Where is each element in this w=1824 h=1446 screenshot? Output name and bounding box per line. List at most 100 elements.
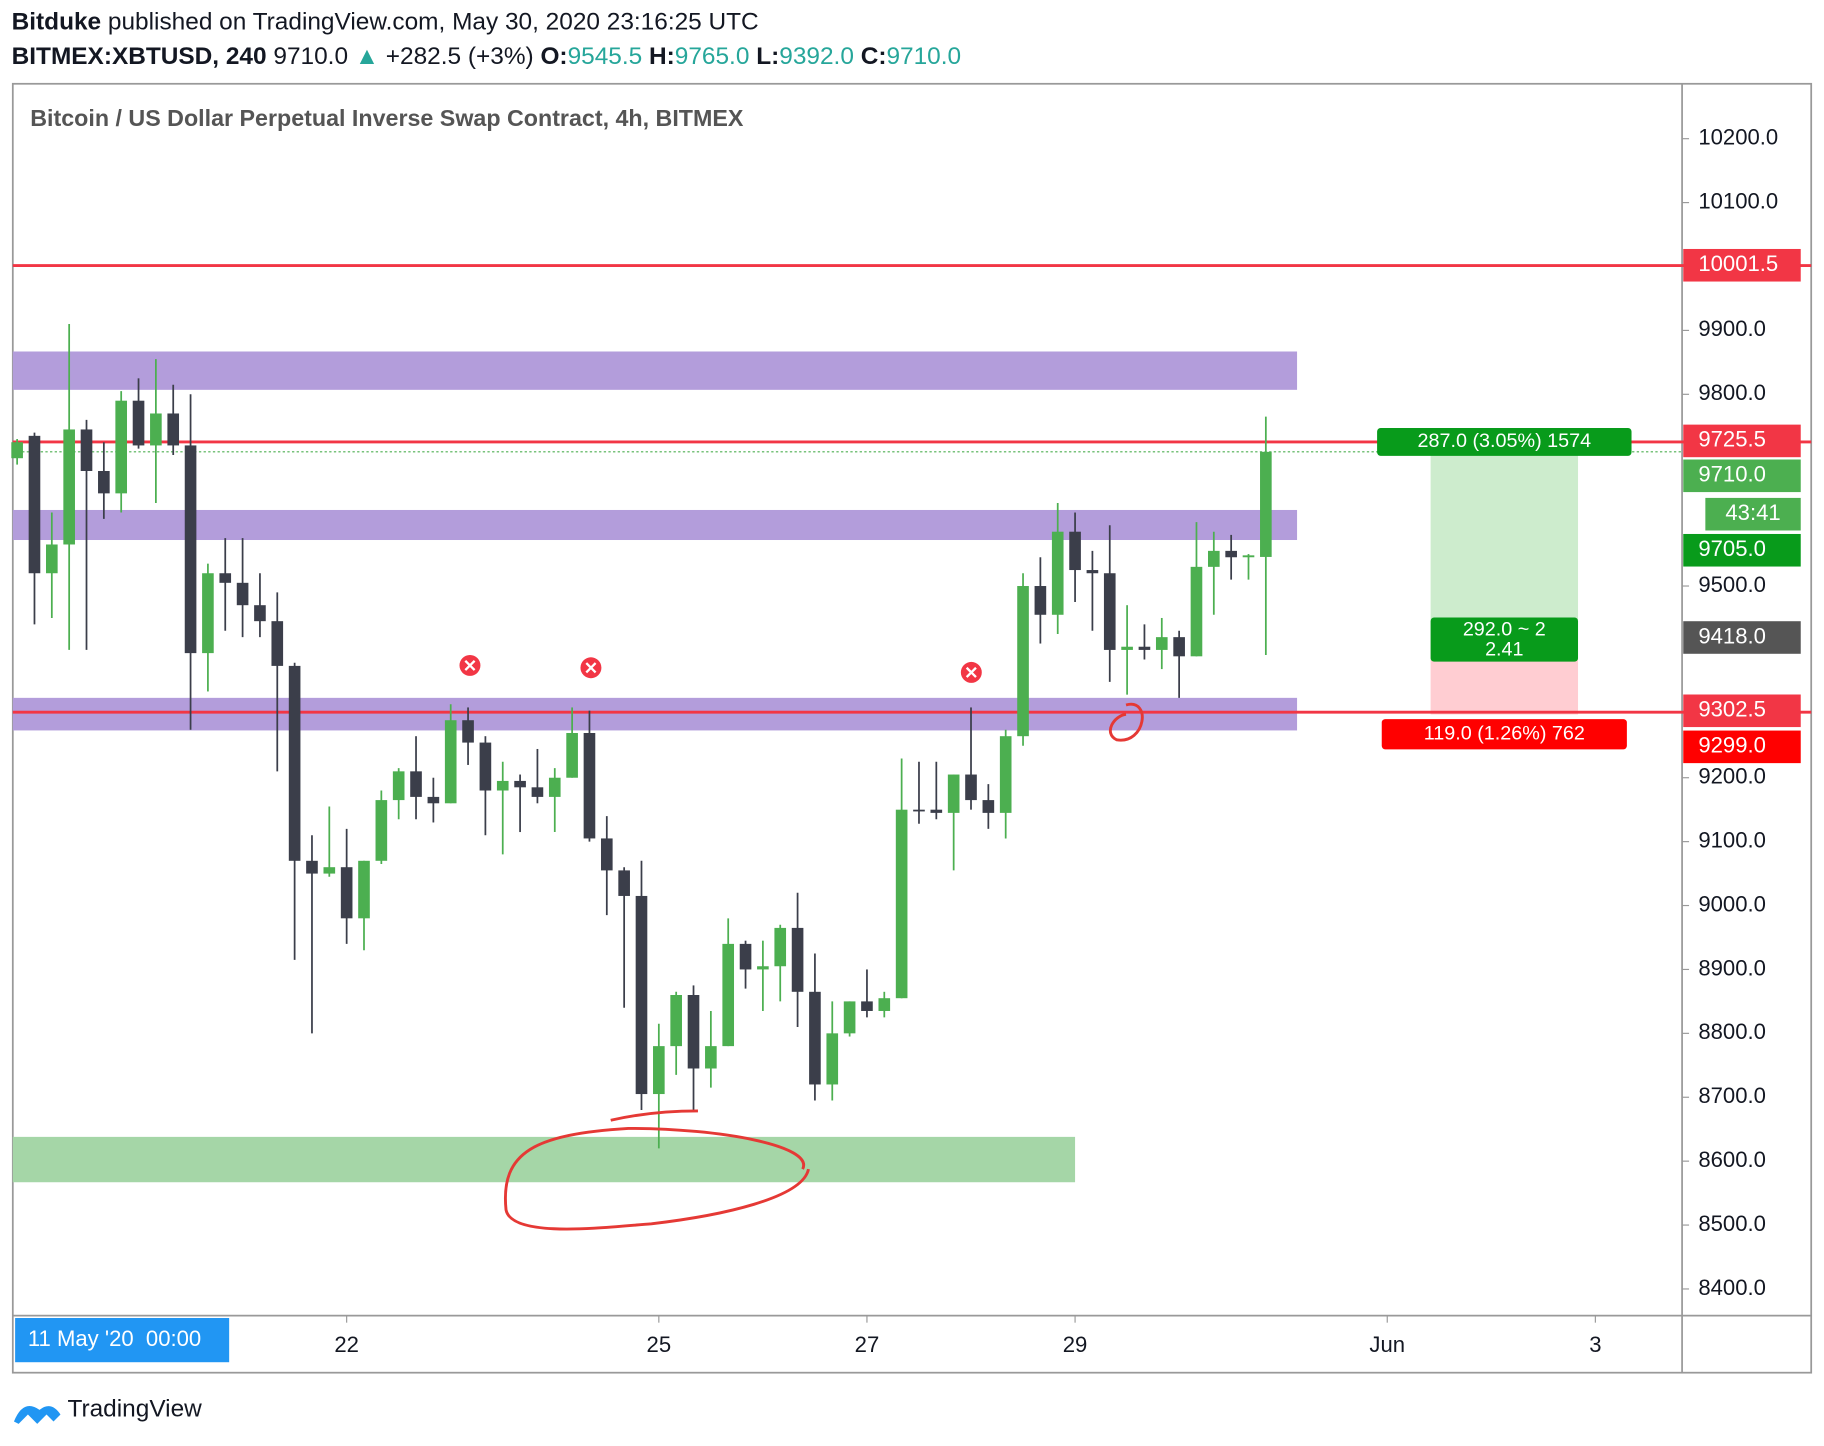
price-label: 9725.5 [1698, 427, 1766, 452]
y-tick-label: 8400.0 [1698, 1275, 1766, 1300]
c: 9710.0 [886, 44, 961, 71]
countdown: 43:41 [1725, 500, 1780, 525]
candle-body [479, 742, 492, 791]
o-label: O: [540, 44, 567, 71]
candle-body [271, 621, 284, 666]
candle-body [358, 860, 370, 919]
symbol-line: BITMEX:XBTUSD, 240 9710.0 ▲ +282.5 (+3%)… [12, 44, 961, 71]
candle-body [618, 870, 630, 896]
candle-body [1225, 550, 1237, 558]
candle-body [566, 732, 578, 778]
candle-body [392, 771, 405, 801]
x-tick-label: 3 [1589, 1332, 1601, 1357]
x-marker-icon [965, 666, 977, 678]
candle-body [323, 867, 336, 874]
drawings [503, 702, 1144, 1231]
price-label: 10001.5 [1698, 251, 1778, 276]
price-label-box [1683, 459, 1801, 493]
candle-body [583, 732, 596, 839]
price-label-box [1683, 694, 1801, 728]
candle-body [115, 400, 128, 494]
candle-body [913, 809, 925, 812]
candle-body [306, 860, 318, 874]
price-label-box [1683, 730, 1801, 764]
candle-body [1260, 451, 1272, 557]
candle-body [1086, 570, 1099, 574]
price-label-box [1683, 248, 1801, 282]
zone [12, 1136, 1076, 1183]
x-tick-label: Jun [1369, 1332, 1405, 1357]
markers [459, 654, 982, 683]
crosshair-time: 11 May '20 00:00 [28, 1326, 201, 1351]
candle-body [462, 720, 474, 743]
chart-title: Bitcoin / US Dollar Perpetual Inverse Sw… [30, 105, 744, 131]
candle-body [254, 605, 266, 622]
y-tick-label: 8600.0 [1698, 1147, 1766, 1172]
candle-body [1069, 531, 1081, 571]
candle-body [1173, 637, 1185, 657]
y-tick-label: 9100.0 [1698, 827, 1766, 852]
y-tick-label: 8700.0 [1698, 1083, 1766, 1108]
stop-label: 119.0 (1.26%) 762 [1424, 722, 1585, 744]
header-line: Bitduke published on TradingView.com, Ma… [12, 9, 759, 36]
y-tick-label: 9200.0 [1698, 764, 1766, 789]
candle-body [1138, 646, 1151, 650]
y-tick-label: 9800.0 [1698, 380, 1766, 405]
candle-body [861, 1001, 873, 1011]
entry-label: 292.0 ~ 2 [1463, 618, 1546, 640]
o: 9545.5 [568, 44, 643, 71]
price-label: 9710.0 [1698, 462, 1766, 487]
logo [13, 1406, 61, 1424]
candle-body [722, 943, 735, 1047]
candle-body [895, 809, 908, 999]
price-label-box [1683, 533, 1801, 567]
candle-body [11, 442, 23, 459]
candle-body [80, 429, 93, 471]
candle-body [600, 838, 613, 871]
candle-body [1121, 646, 1133, 650]
l: 9392.0 [779, 44, 854, 71]
candle-body [98, 470, 110, 494]
target-label: 287.0 (3.05%) 1574 [1418, 430, 1592, 452]
x-marker-icon [585, 662, 597, 674]
price-label: 9705.0 [1698, 536, 1766, 561]
candle-body [878, 998, 891, 1011]
candle-body [843, 1001, 856, 1034]
candle-body [705, 1046, 717, 1069]
candle-body [46, 544, 58, 574]
entry-label-box [1430, 617, 1579, 662]
freehand-circle [1109, 702, 1144, 742]
candle-body [687, 995, 700, 1069]
candle-body [1190, 566, 1203, 657]
candle-body [531, 787, 544, 797]
ratio-label: 2.41 [1485, 638, 1523, 660]
last: 9710.0 [273, 44, 348, 71]
target-area [1430, 441, 1579, 639]
y-tick-label: 8500.0 [1698, 1211, 1766, 1236]
candle-body [184, 445, 197, 654]
candle-body [427, 796, 440, 804]
price-label: 9299.0 [1698, 733, 1766, 758]
stop-label-box [1381, 719, 1627, 750]
price-label: 9302.5 [1698, 697, 1766, 722]
y-tick-label: 8900.0 [1698, 955, 1766, 980]
candle-body [826, 1033, 839, 1085]
candle-body [340, 867, 353, 919]
candle-body [219, 573, 232, 583]
zone [12, 697, 1298, 731]
x-tick-label: 29 [1063, 1332, 1088, 1357]
x-tick-label: 27 [855, 1332, 880, 1357]
candle-body [791, 927, 804, 992]
y-tick-label: 10100.0 [1698, 188, 1778, 213]
candle-body [999, 736, 1012, 813]
candle-body [63, 429, 75, 545]
x-marker-icon [464, 659, 476, 671]
candle-body [410, 771, 422, 797]
candle-body [1034, 586, 1047, 615]
y-tick-label: 10200.0 [1698, 125, 1778, 150]
candle-body [288, 665, 301, 861]
y-tick-label: 9000.0 [1698, 891, 1766, 916]
crosshair-time-box [15, 1318, 230, 1363]
target-label-box [1377, 427, 1632, 456]
